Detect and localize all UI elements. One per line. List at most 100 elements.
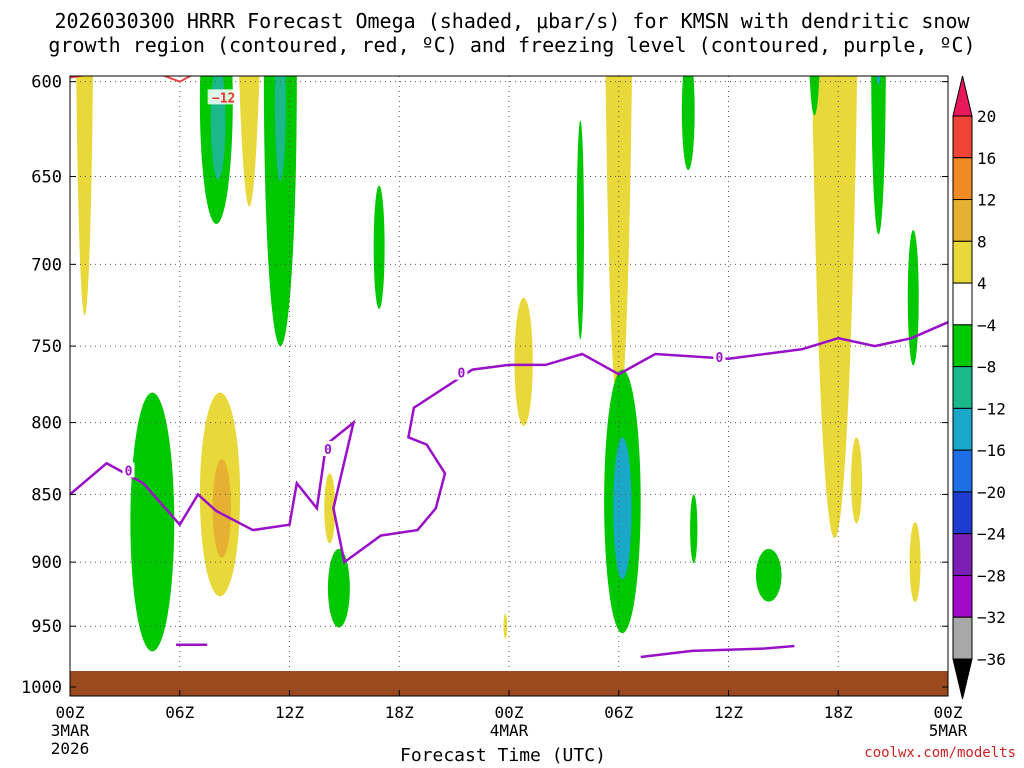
x-tick-date-0: 3MAR (51, 721, 90, 740)
credit-text: coolwx.com/modelts (864, 745, 1016, 761)
omega-region-0 (76, 76, 93, 316)
colorbar-label-12: −32 (977, 608, 1006, 627)
colorbar-label-7: −12 (977, 399, 1006, 418)
colorbar-label-2: 12 (977, 191, 996, 210)
omega-region-24 (274, 76, 286, 182)
dgz-label-4: −12 (534, 40, 557, 55)
colorbar-label-6: −8 (977, 358, 996, 377)
x-tick-year-0: 2026 (51, 739, 90, 758)
dgz-label-bg-4 (530, 38, 562, 53)
dgz-label-bg-3 (207, 89, 240, 105)
y-tick-label-1000: 1000 (21, 678, 62, 698)
omega-region-4 (212, 459, 231, 558)
plot-frame (69, 75, 949, 697)
freezing-label-bg-1 (321, 440, 334, 456)
chart-title-line2: growth region (contoured, red, ºC) and f… (48, 33, 976, 57)
freezing-label-bg-0 (122, 462, 135, 478)
omega-region-11 (605, 76, 632, 415)
colorbar-band-4 (952, 240, 973, 284)
freezing-level-contour-2 (640, 644, 795, 659)
colorbar-band-2 (952, 157, 973, 201)
x-tick-date-8: 5MAR (929, 721, 968, 740)
colorbar-band-9 (952, 449, 973, 493)
colorbar-label-10: −24 (977, 525, 1006, 544)
freezing-label-0: 0 (125, 464, 133, 479)
y-tick-label-750: 750 (31, 337, 62, 357)
omega-region-26 (130, 392, 175, 652)
colorbar-label-4: 4 (977, 274, 987, 293)
omega-region-34 (613, 437, 632, 580)
omega-region-17 (851, 437, 863, 524)
omega-region-8 (324, 473, 336, 544)
colorbar-band-8 (952, 407, 973, 451)
freezing-label-3: 0 (715, 351, 723, 366)
freezing-label-bg-2 (455, 364, 468, 380)
colorbar-label-9: −20 (977, 483, 1006, 502)
colorbar-band-1 (952, 115, 973, 159)
colorbar-label-11: −28 (977, 566, 1006, 585)
colorbar-label-8: −16 (977, 441, 1006, 460)
omega-region-38 (755, 548, 782, 602)
y-tick-label-600: 600 (31, 73, 62, 93)
y-tick-label-900: 900 (31, 553, 62, 573)
x-tick-label-7: 18Z (824, 703, 853, 722)
x-tick-label-8: 00Z (934, 703, 963, 722)
omega-region-30 (423, 0, 467, 53)
colorbar-band-7 (952, 366, 973, 409)
dgz-contour--12 (70, 76, 193, 83)
omega-region-32 (576, 120, 584, 340)
colorbar-label-5: −4 (977, 316, 996, 335)
x-tick-date-4: 4MAR (490, 721, 529, 740)
colorbar-band-3 (952, 199, 973, 242)
colorbar-band-10 (952, 491, 973, 535)
colorbar-label-13: −36 (977, 650, 1006, 669)
dgz-label-bg-5 (782, 42, 814, 57)
axes: 2503003504004505005506006507007508008509… (21, 73, 968, 758)
omega-region-1 (239, 76, 260, 207)
omega-region-23 (263, 76, 297, 347)
colorbar-label-1: 16 (977, 149, 996, 168)
omega-region-36 (681, 76, 695, 171)
x-tick-label-0: 00Z (56, 703, 85, 722)
colorbar-label-3: 8 (977, 232, 987, 251)
omega-region-39 (809, 76, 820, 116)
colorbar-band-13 (952, 616, 973, 660)
x-tick-label-5: 06Z (604, 703, 633, 722)
omega-region-43 (871, 76, 886, 235)
colorbar-band-6 (952, 324, 973, 368)
colorbar-band-11 (952, 533, 973, 576)
x-tick-label-2: 12Z (275, 703, 304, 722)
omega-region-28 (327, 548, 350, 628)
omega-colorbar: 20 16 12 8 4 −4 −8 −12 −16 −20 −24 −28 −32 −36 (952, 75, 1006, 700)
omega-region-29 (373, 185, 385, 309)
y-tick-label-950: 950 (31, 617, 62, 637)
omega-region-22 (210, 76, 226, 180)
x-tick-label-3: 18Z (385, 703, 414, 722)
freezing-label-1: 0 (324, 443, 332, 458)
colorbar-band-12 (952, 574, 973, 618)
x-tick-label-4: 00Z (495, 703, 524, 722)
dgz-label-3: −12 (212, 91, 235, 106)
x-tick-label-1: 06Z (165, 703, 194, 722)
freezing-label-bg-3 (713, 349, 726, 365)
dgz-label-5: −12 (786, 44, 809, 59)
freezing-level-contour (70, 321, 948, 565)
y-tick-label-850: 850 (31, 485, 62, 505)
x-axis-label: Forecast Time (UTC) (400, 745, 606, 766)
freezing-label-2: 0 (458, 367, 466, 382)
y-tick-label-700: 700 (31, 255, 62, 275)
y-tick-label-800: 800 (31, 414, 62, 434)
colorbar-bottom-arrow (952, 658, 973, 700)
colorbar-band-5 (952, 282, 973, 326)
omega-region-45 (907, 229, 919, 366)
omega-region-14 (816, 0, 849, 24)
chart-title-line1: 2026030300 HRRR Forecast Omega (shaded, … (54, 9, 970, 33)
x-tick-label-6: 12Z (714, 703, 743, 722)
colorbar-top-arrow (952, 75, 973, 117)
omega-region-44 (876, 76, 881, 85)
y-tick-label-650: 650 (31, 168, 62, 188)
colorbar-label-0: 20 (977, 107, 996, 126)
omega-shading-layer (76, 0, 921, 652)
